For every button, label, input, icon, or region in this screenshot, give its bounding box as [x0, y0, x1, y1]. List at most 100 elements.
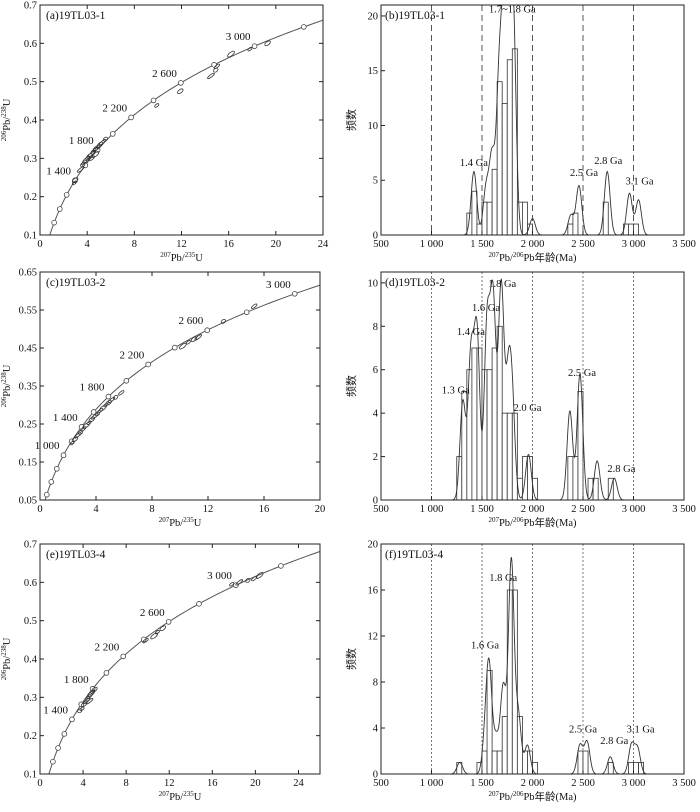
data-ellipse: [159, 625, 166, 632]
age-label: 1 800: [69, 135, 94, 147]
age-label: 1 400: [43, 704, 68, 716]
y-tick-label: 0: [373, 770, 378, 781]
data-ellipse: [81, 159, 88, 166]
concordia-age-marker: [123, 377, 130, 384]
y-tick-label: 0.6: [24, 39, 37, 50]
data-ellipse: [235, 579, 244, 586]
histogram-bar: [501, 103, 508, 236]
peak-annotation: 1.6 Ga: [471, 641, 499, 652]
y-tick-label: 6: [373, 365, 378, 376]
peak-annotation: 2.5 Ga: [569, 725, 597, 736]
x-tick-label: 1 500: [470, 504, 494, 515]
x-tick-label: 500: [373, 239, 389, 250]
histogram-bar: [582, 750, 589, 775]
histogram-bar: [607, 762, 614, 775]
plot-frame: [39, 543, 321, 775]
y-tick-label: 5: [373, 176, 378, 187]
y-tick-label: 4: [373, 409, 379, 420]
data-ellipse: [247, 46, 253, 52]
histogram-bar: [496, 81, 503, 236]
y-tick-label: 2: [373, 452, 378, 463]
x-tick-label: 12: [176, 239, 187, 250]
concordia-age-marker: [140, 636, 147, 643]
concordia-age-marker: [53, 465, 60, 472]
y-tick-label: 0.3: [24, 693, 37, 704]
x-tick-label: 1 000: [420, 239, 444, 250]
concordia-age-marker: [128, 114, 134, 121]
concordia-age-marker: [43, 491, 50, 498]
x-axis-label: 207Pb/235U: [159, 790, 202, 803]
concordia-age-marker: [56, 206, 63, 212]
x-axis-label: 207Pb/235U: [160, 251, 203, 264]
y-tick-label: 4: [373, 724, 379, 735]
x-axis-label: 207Pb/206Pb年龄(Ma): [488, 251, 577, 264]
peak-annotation: 1.4 Ga: [460, 158, 488, 169]
data-ellipse: [86, 420, 92, 426]
peak-annotation: 2.0 Ga: [513, 403, 541, 414]
histogram-bar: [496, 750, 503, 775]
concordia-age-marker: [120, 653, 127, 660]
data-ellipse: [177, 88, 184, 95]
data-ellipse: [94, 411, 100, 417]
concordia-age-marker: [109, 131, 116, 137]
data-ellipse: [103, 402, 109, 408]
peak-annotation: 1.8 Ga: [488, 279, 516, 290]
x-tick-label: 1 500: [470, 778, 494, 789]
data-ellipse: [185, 340, 191, 345]
peak-annotation: 1.4 Ga: [457, 327, 485, 338]
panel-title: (a)19TL03-1: [46, 10, 106, 22]
y-tick-label: 12: [368, 632, 379, 643]
y-tick-label: 0.7: [24, 540, 37, 551]
x-tick-label: 0: [37, 504, 42, 515]
age-label: 1 400: [53, 412, 78, 424]
data-ellipse: [264, 40, 271, 47]
panel-title: (f)19TL03-4: [385, 549, 443, 561]
histogram-bar: [522, 201, 528, 236]
histogram-bar: [511, 589, 518, 775]
histogram-bar: [567, 456, 574, 501]
x-tick-label: 2 500: [571, 239, 595, 250]
peak-annotation: 2.8 Ga: [607, 464, 635, 475]
peak-annotation: 3.1 Ga: [627, 725, 655, 736]
histogram-bar: [496, 325, 503, 501]
data-ellipse: [107, 396, 116, 404]
data-ellipse: [102, 136, 109, 142]
x-tick-label: 2 000: [521, 504, 545, 515]
concordia-age-marker: [61, 731, 68, 737]
x-tick-label: 8: [132, 239, 137, 250]
x-tick-label: 0: [37, 239, 42, 250]
data-ellipse: [79, 706, 85, 711]
peak-annotation: 1.6 Ga: [472, 303, 500, 314]
data-ellipse: [105, 399, 112, 406]
y-tick-label: 20: [368, 11, 379, 22]
ellipse-group: [71, 40, 271, 186]
x-tick-label: 500: [373, 504, 389, 515]
x-tick-label: 3 000: [622, 504, 646, 515]
data-ellipse: [76, 166, 85, 173]
data-ellipse: [154, 103, 160, 108]
data-ellipse: [77, 708, 83, 714]
plot-frame: [380, 543, 685, 775]
histogram-bar: [567, 223, 574, 236]
y-tick-label: 0: [373, 231, 378, 242]
x-axis-label: 207Pb/206Pb年龄(Ma): [488, 516, 577, 529]
histogram-bar: [572, 456, 579, 501]
y-axis-label: 频数: [344, 109, 358, 131]
age-label: 1 400: [46, 165, 71, 177]
concordia-age-marker: [50, 758, 56, 765]
peak-annotation: 1.3 Ga: [442, 386, 470, 397]
x-tick-label: 500: [373, 778, 389, 789]
y-tick-label: 0.1: [24, 231, 37, 242]
concordia-age-marker: [165, 619, 172, 625]
data-ellipse: [71, 177, 79, 184]
x-tick-label: 3 500: [672, 239, 696, 250]
histogram-bar: [506, 59, 513, 236]
histogram-bar: [491, 347, 498, 501]
x-tick-label: 8: [124, 778, 129, 789]
y-tick-label: 15: [368, 66, 379, 77]
data-ellipse: [207, 72, 215, 80]
age-label: 2 600: [140, 607, 165, 619]
y-axis-label: 206Pb/238U: [0, 98, 13, 141]
x-tick-label: 24: [293, 778, 304, 789]
